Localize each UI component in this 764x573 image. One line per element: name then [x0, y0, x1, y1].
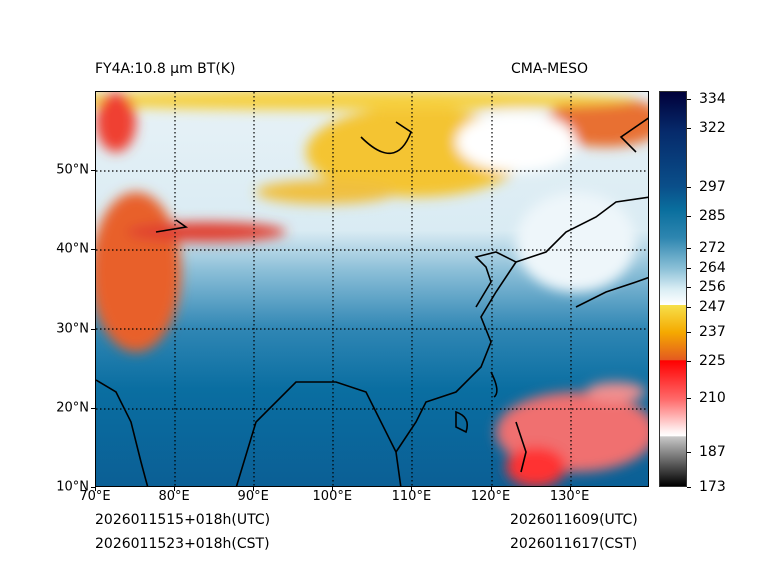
- cloud-features: [96, 92, 648, 486]
- x-tick-mark: [411, 487, 413, 491]
- colorbar-tick-mark: [687, 99, 691, 100]
- colorbar: [659, 91, 687, 487]
- x-tick-mark: [253, 487, 255, 491]
- gridlines: [96, 92, 648, 486]
- y-tick-mark: [91, 328, 95, 330]
- valid-time-cst: 2026011617(CST): [510, 536, 638, 552]
- valid-time-utc: 2026011609(UTC): [510, 512, 638, 528]
- model-title: CMA-MESO: [511, 61, 589, 77]
- x-tick-label: 80°E: [158, 489, 190, 504]
- x-tick-mark: [490, 487, 492, 491]
- y-tick-mark: [91, 487, 95, 488]
- x-tick-label: 130°E: [549, 489, 590, 504]
- colorbar-tick-label: 272: [699, 240, 726, 256]
- y-tick-label: 50°N: [56, 162, 89, 178]
- y-tick-label: 20°N: [56, 400, 89, 416]
- x-tick-label: 70°E: [79, 489, 111, 504]
- init-time-cst: 2026011523+018h(CST): [95, 536, 270, 552]
- colorbar-tick-mark: [687, 452, 691, 453]
- x-tick-mark: [174, 487, 176, 491]
- x-tick-label: 110°E: [391, 489, 432, 504]
- colorbar-tick-label: 173: [699, 479, 726, 495]
- colorbar-tick-label: 210: [699, 390, 726, 406]
- x-tick-mark: [569, 487, 571, 491]
- colorbar-tick-label: 264: [699, 260, 726, 276]
- x-tick-label: 90°E: [237, 489, 269, 504]
- x-tick-mark: [95, 487, 96, 491]
- y-tick-mark: [91, 170, 95, 172]
- colorbar-tick-mark: [687, 187, 691, 188]
- colorbar-tick-mark: [687, 332, 691, 333]
- product-title: FY4A:10.8 µm BT(K): [95, 61, 236, 77]
- y-tick-label: 40°N: [56, 241, 89, 257]
- map-canvas: [96, 92, 648, 486]
- colorbar-tick-label: 225: [699, 353, 726, 369]
- colorbar-tick-label: 247: [699, 299, 726, 315]
- colorbar-tick-mark: [687, 248, 691, 249]
- colorbar-tick-label: 285: [699, 208, 726, 224]
- colorbar-tick-mark: [687, 361, 691, 362]
- y-tick-mark: [91, 249, 95, 251]
- colorbar-tick-mark: [687, 216, 691, 217]
- colorbar-tick-mark: [687, 398, 691, 399]
- colorbar-tick-mark: [687, 287, 691, 288]
- colorbar-tick-mark: [687, 307, 691, 308]
- colorbar-tick-mark: [687, 268, 691, 269]
- colorbar-tick-mark: [687, 128, 691, 129]
- x-tick-mark: [332, 487, 334, 491]
- coastlines: [96, 117, 648, 486]
- init-time-utc: 2026011515+018h(UTC): [95, 512, 271, 528]
- x-tick-label: 100°E: [312, 489, 353, 504]
- colorbar-tick-label: 256: [699, 279, 726, 295]
- y-tick-label: 30°N: [56, 321, 89, 337]
- x-tick-label: 120°E: [470, 489, 511, 504]
- y-tick-mark: [91, 407, 95, 409]
- colorbar-tick-label: 187: [699, 444, 726, 460]
- satellite-bt-map: [95, 91, 649, 487]
- colorbar-tick-mark: [687, 487, 691, 488]
- colorbar-tick-label: 297: [699, 179, 726, 195]
- y-tick-label: 10°N: [56, 479, 89, 495]
- colorbar-tick-label: 237: [699, 324, 726, 340]
- colorbar-tick-label: 322: [699, 120, 726, 136]
- colorbar-tick-label: 334: [699, 91, 726, 107]
